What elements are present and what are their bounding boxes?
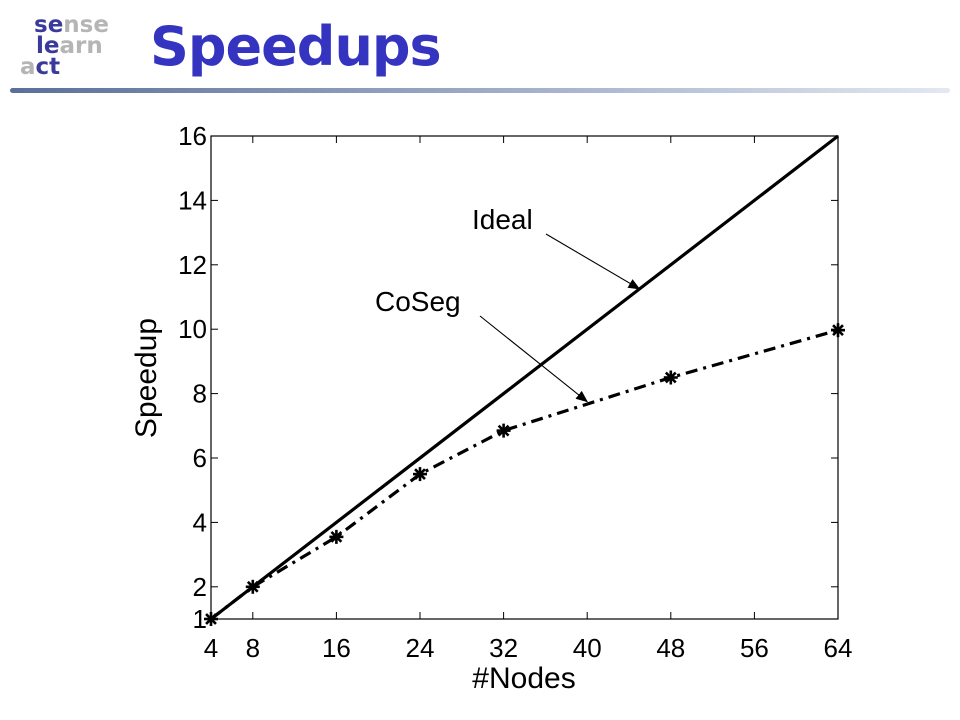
y-axis-label: Speedup xyxy=(130,318,163,438)
title-underline xyxy=(10,88,950,93)
y-tick-label: 1 xyxy=(193,604,207,634)
data-point-marker xyxy=(204,612,218,626)
series-line-ideal xyxy=(210,134,839,621)
series-line-coseg xyxy=(210,328,839,621)
data-point-marker xyxy=(413,467,427,482)
x-axis: 4 8 16 24 32 40 48 56 64 xyxy=(204,136,853,663)
logo-line-1: sense xyxy=(34,12,109,38)
x-tick-label: 32 xyxy=(489,633,518,663)
annotation-ideal: Ideal xyxy=(472,204,533,235)
y-tick-label: 16 xyxy=(178,121,207,151)
y-tick-label: 14 xyxy=(178,185,207,215)
y-tick-label: 2 xyxy=(193,572,207,602)
x-tick-label: 24 xyxy=(406,633,435,663)
logo-line-3: act xyxy=(20,54,61,80)
x-tick-label: 48 xyxy=(656,633,685,663)
annotation-arrow xyxy=(545,233,641,290)
logo-text: nse xyxy=(63,12,109,38)
y-tick-label: 6 xyxy=(193,443,207,473)
x-tick-label: 64 xyxy=(824,633,853,663)
logo-text: ct xyxy=(35,54,61,80)
sense-learn-act-logo: sense learn act xyxy=(18,14,118,84)
y-tick-label: 10 xyxy=(178,314,207,344)
x-tick-label: 4 xyxy=(204,633,218,663)
x-tick-label: 8 xyxy=(246,633,260,663)
y-tick-label: 8 xyxy=(193,379,207,409)
annotation-layer: Ideal CoSeg xyxy=(375,204,641,403)
x-tick-label: 40 xyxy=(573,633,602,663)
logo-text: a xyxy=(20,54,36,80)
y-tick-label: 4 xyxy=(193,507,207,537)
x-tick-label: 56 xyxy=(740,633,769,663)
x-tick-label: 16 xyxy=(322,633,351,663)
data-point-marker xyxy=(245,579,260,594)
data-point-marker xyxy=(663,370,678,385)
data-point-marker xyxy=(329,529,344,544)
data-point-marker xyxy=(831,323,845,338)
logo-text: arn xyxy=(59,33,103,59)
data-point-marker xyxy=(496,423,511,438)
plot-frame xyxy=(210,135,839,620)
y-tick-label: 12 xyxy=(178,250,207,280)
annotation-arrow xyxy=(479,315,588,403)
page-title: Speedups xyxy=(150,15,442,78)
series-layer xyxy=(204,134,845,626)
x-axis-label: #Nodes xyxy=(472,662,575,695)
logo-line-2: learn xyxy=(36,33,103,59)
logo-text: le xyxy=(36,33,60,59)
y-axis: 12 4 6 8 10 12 14 16 xyxy=(178,121,838,634)
logo-text: se xyxy=(34,12,64,38)
annotation-coseg: CoSeg xyxy=(375,286,461,317)
